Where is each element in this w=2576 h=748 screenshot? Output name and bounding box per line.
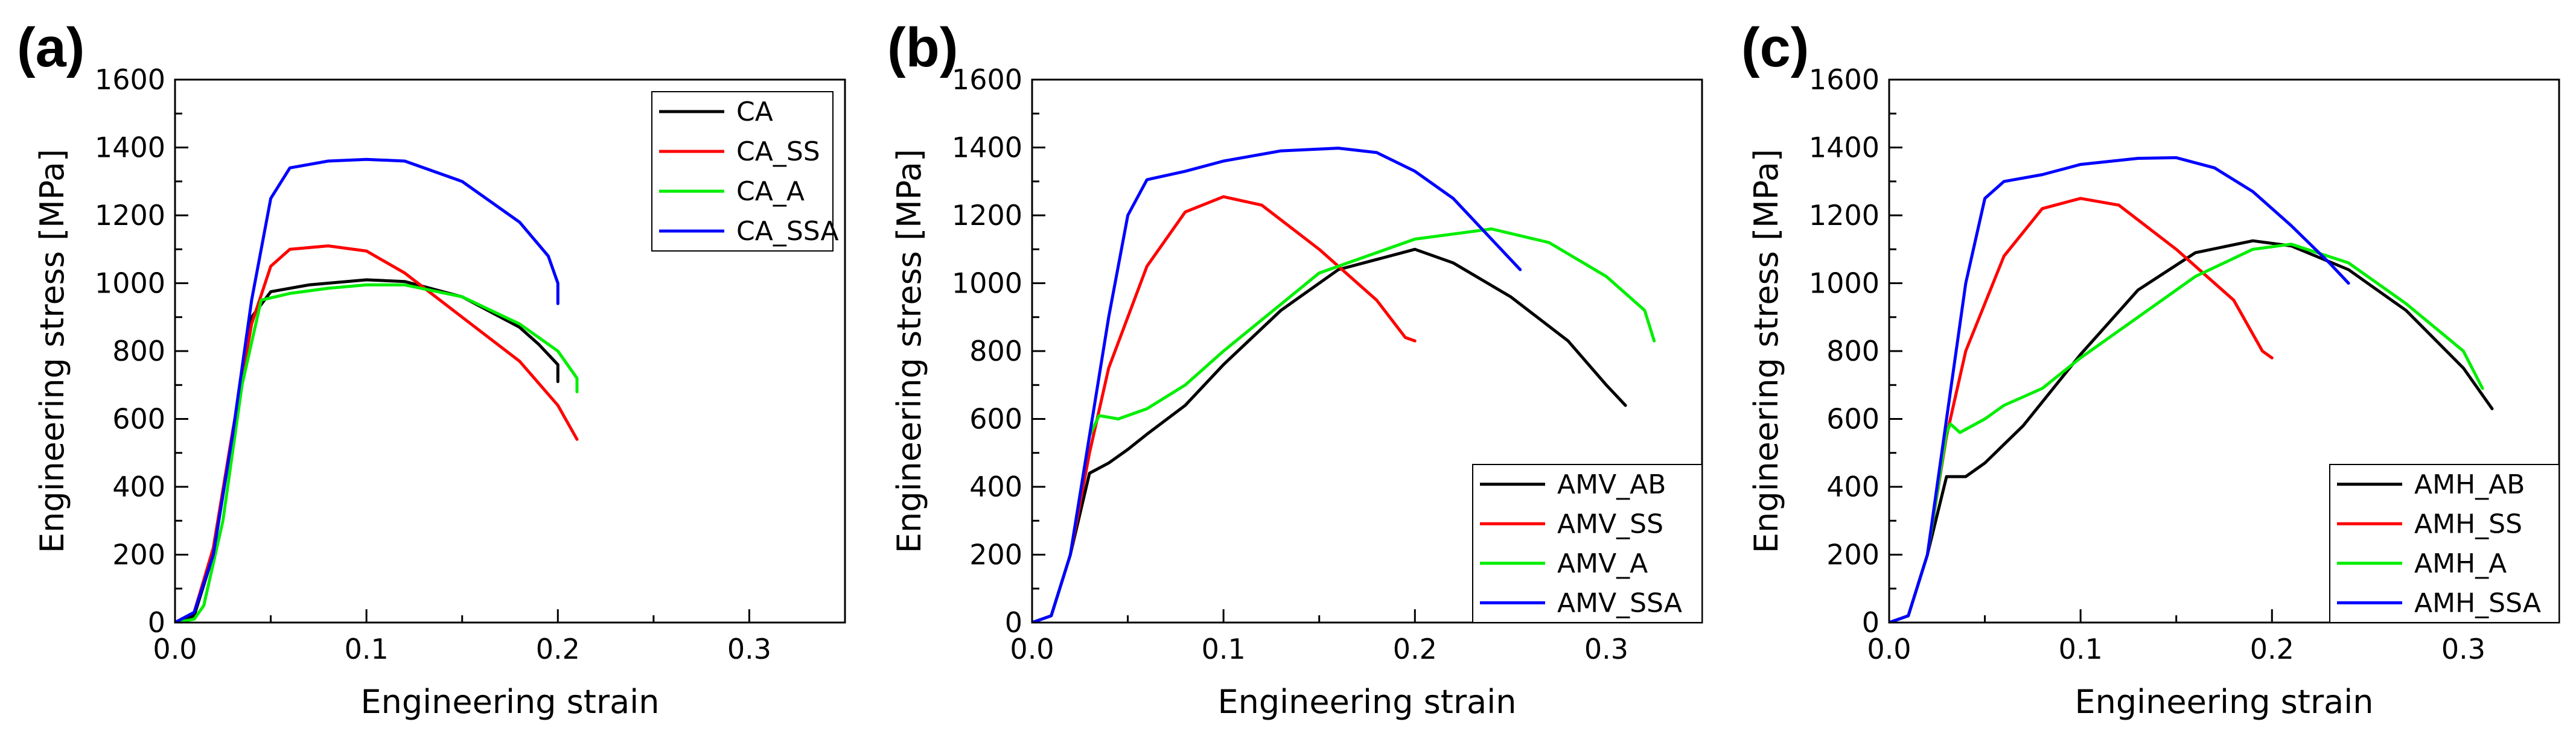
legend-label: CA_A [736,176,805,207]
y-tick-label: 0 [1005,606,1022,639]
y-tick-label: 1000 [95,267,165,300]
x-tick-label: 0.1 [2059,633,2103,665]
chart-panel-c: (c) 0.0 0.1 0.2 0.3 0 200 400 600 800 1000 1200 1400… [1741,17,2560,721]
panel-label: (c) [1741,17,1809,78]
legend-box [651,91,834,252]
y-tick-label: 1200 [1809,199,1879,232]
x-tick-label: 0.3 [727,633,771,665]
y-tick-label: 400 [112,471,165,503]
y-tick-label: 800 [112,335,165,367]
x-tick-label: 0.0 [153,633,197,665]
legend-label: CA_SSA [736,216,839,247]
y-axis-title: Engineering stress [MPa] [1747,149,1785,553]
y-tick-label: 200 [969,539,1022,571]
x-tick-label: 0.3 [2441,633,2485,665]
series-line-amh-ab [1889,239,2494,623]
y-tick-label: 800 [969,335,1022,367]
legend-box [1472,464,1703,623]
y-tick-label: 200 [112,539,165,571]
panel-label: (a) [17,17,84,78]
series-line-amv-ab [1032,247,1627,623]
x-tick-label: 0.3 [1584,633,1628,665]
y-axis-title: Engineering stress [MPa] [33,149,71,553]
x-axis-title: Engineering strain [2075,683,2374,721]
legend: CA CA_SS CA_A CA_SSA [651,91,839,252]
legend: AMH_AB AMH_SS AMH_A AMH_SSA [2329,464,2560,623]
x-tick-label: 0.0 [1010,633,1054,665]
y-tick-label: 0 [1862,606,1879,639]
x-axis-title: Engineering strain [361,683,660,721]
legend-label: AMH_SS [2414,509,2522,539]
chart-panel-a: (a) 0.0 0.1 0.2 0.3 0 200 400 600 800 1000 1200 1400… [17,17,846,721]
y-tick-label: 1000 [952,267,1022,300]
x-tick-label: 0.2 [1393,633,1437,665]
y-axis-title: Engineering stress [MPa] [890,149,928,553]
y-tick-label: 600 [112,403,165,436]
y-tick-label: 1200 [95,199,165,232]
series-line-amh-a [1889,242,2484,623]
y-tick-label: 600 [1826,403,1879,436]
legend-label: AMV_SS [1557,509,1663,539]
chart-panel-b: (b) 0.0 0.1 0.2 0.3 0 200 400 600 800 1000 1200 1400… [887,17,1703,721]
y-tick-label: 1400 [1809,132,1879,164]
x-tick-label: 0.0 [1867,633,1911,665]
x-tick-label: 0.1 [345,633,389,665]
y-tick-label: 200 [1826,539,1879,571]
legend-label: AMV_A [1557,548,1648,579]
y-tick-label: 1200 [952,199,1022,232]
legend-label: AMH_SSA [2414,588,2541,618]
legend-box [2329,464,2560,623]
x-tick-label: 0.2 [536,633,580,665]
x-tick-label: 0.1 [1202,633,1246,665]
plot-area [175,157,579,623]
x-tick-label: 0.2 [2250,633,2294,665]
legend-label: AMV_SSA [1557,588,1682,618]
y-tick-label: 1000 [1809,267,1879,300]
y-tick-label: 1600 [952,63,1022,96]
legend: AMV_AB AMV_SS AMV_A AMV_SSA [1472,464,1703,623]
series-line-ca-a [175,283,579,623]
y-tick-label: 1400 [95,132,165,164]
y-tick-label: 1400 [952,132,1022,164]
y-tick-label: 400 [1826,471,1879,503]
legend-label: CA [736,97,773,127]
legend-label: CA_SS [736,136,820,167]
y-tick-label: 800 [1826,335,1879,367]
legend-label: AMV_AB [1557,469,1666,500]
series-line-ca-ssa [175,157,560,623]
x-axis-title: Engineering strain [1218,683,1517,721]
series-line-amv-ssa [1032,147,1522,623]
y-tick-label: 1600 [1809,63,1879,96]
legend-label: AMH_A [2414,548,2507,579]
plot-area [1889,156,2494,623]
y-tick-label: 600 [969,403,1022,436]
plot-area [1032,147,1656,623]
y-tick-label: 1600 [95,63,165,96]
y-tick-label: 400 [969,471,1022,503]
series-line-amh-ssa [1889,156,2350,623]
legend-label: AMH_AB [2414,469,2525,500]
y-tick-label: 0 [148,606,165,639]
panel-label: (b) [887,17,958,78]
